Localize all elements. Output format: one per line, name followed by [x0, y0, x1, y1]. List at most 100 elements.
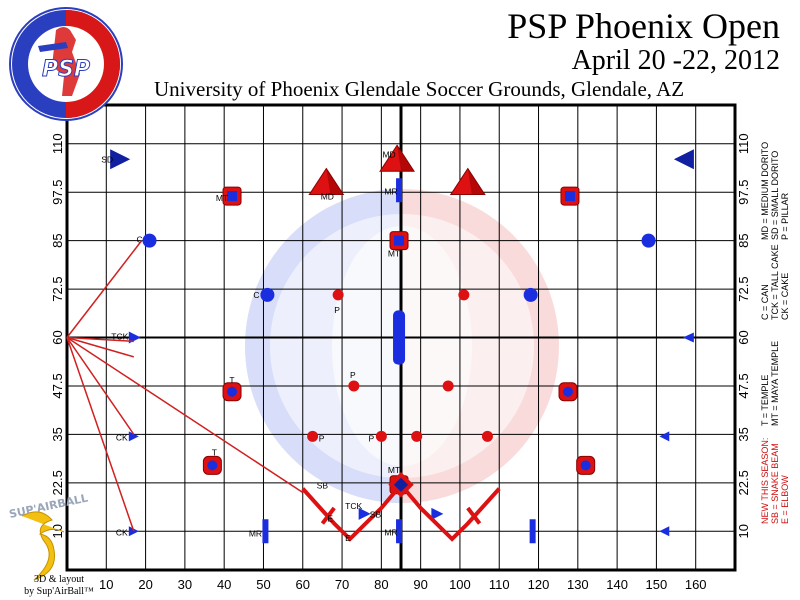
sight-line [66, 337, 135, 532]
title-block: PSP Phoenix Open April 20 -22, 2012 [507, 6, 780, 76]
y-tick-label-left: 97.5 [50, 180, 65, 205]
bunker-label: MR [249, 528, 262, 538]
maya-temple-core [394, 235, 405, 246]
event-dates: April 20 -22, 2012 [571, 45, 780, 76]
medium-dorito-shade [397, 145, 415, 172]
tall-cake-bunker [128, 331, 141, 344]
pillar-bunker [481, 430, 493, 442]
tall-cake-bunker [682, 332, 694, 343]
legend-e: E = ELBOW [780, 475, 790, 524]
y-tick-label-right: 60 [736, 330, 751, 344]
brand-credit-line1: 3D & layout [34, 574, 84, 585]
pillar-bunker [332, 289, 344, 301]
logo-center-text: PSP [42, 57, 90, 82]
y-tick-label-right: 97.5 [736, 180, 751, 205]
medium-dorito-shade [467, 168, 485, 195]
x-tick-label: 60 [296, 577, 310, 592]
small-dorito-bunker [110, 149, 131, 170]
small-dorito-bunker [673, 149, 694, 170]
legend-tck: TCK = TALL CAKE [770, 244, 780, 320]
pillar-bunker [348, 380, 360, 392]
elbow-right [466, 506, 482, 525]
sight-line [66, 337, 135, 435]
y-tick-label-right: 22.5 [736, 470, 751, 495]
x-tick-label: 130 [567, 577, 589, 592]
elbow-left [320, 506, 336, 525]
bunker-label: TCK [345, 501, 362, 511]
tall-cake-bunker [358, 507, 371, 520]
y-tick-label-left: 47.5 [50, 373, 65, 398]
cake-bunker [128, 431, 139, 442]
x-tick-label: 10 [99, 577, 113, 592]
legend-group-new: NEW THIS SEASON: SB = SNAKE BEAM E = ELB… [760, 438, 790, 524]
bunker-label: TCK [111, 332, 128, 342]
x-tick-label: 90 [413, 577, 427, 592]
bunker-label: MT [388, 465, 400, 475]
snake-beam-layer: SB E E SB [301, 472, 501, 543]
x-tick-label: 120 [528, 577, 550, 592]
cake-bunker [659, 431, 670, 442]
y-tick-label-left: 22.5 [50, 470, 65, 495]
bunker-label: MR [384, 527, 397, 537]
temple-core [580, 460, 591, 471]
bunker-label: P [369, 433, 375, 443]
x-tick-label: 150 [646, 577, 668, 592]
center-snake-bunker [393, 310, 406, 365]
y-tick-label-right: 10 [736, 524, 751, 538]
brand-credit-line2: by Sup'AirBall™ [24, 586, 94, 597]
snake-label: SB [370, 510, 382, 520]
bunker-label: P [350, 370, 356, 380]
x-tick-label: 160 [685, 577, 707, 592]
bunker-label: CK [116, 432, 128, 442]
bunker-label: SD [101, 154, 113, 164]
sight-line [66, 240, 143, 338]
pillar-bunker [375, 430, 387, 442]
x-tick-label: 100 [449, 577, 471, 592]
snake-label: E [345, 533, 351, 543]
y-tick-label-left: 110 [50, 133, 65, 154]
bunker-label: P [334, 305, 340, 315]
y-tick-label-right: 110 [736, 133, 751, 154]
bunker-label: T [229, 375, 234, 385]
supairball-logo: SUP'AIRBALL [8, 492, 89, 581]
mini-rect-bunker [262, 519, 269, 544]
cake-bunker [659, 526, 670, 537]
x-tick-label: 30 [178, 577, 192, 592]
psp-logo: PSP [9, 7, 123, 121]
legend-sd: SD = SMALL DORITO [770, 150, 780, 240]
bunker-label: P [319, 433, 325, 443]
legend-t: T = TEMPLE [760, 374, 770, 426]
pillar-bunker [411, 430, 423, 442]
brand-credit: 3D & layout by Sup'AirBall™ [14, 574, 104, 598]
bunker-label: CK [116, 527, 128, 537]
y-tick-label-right: 72.5 [736, 276, 751, 301]
temple-core [207, 460, 218, 471]
tall-cake-bunker [431, 507, 444, 520]
bunker-label: T [212, 447, 217, 457]
y-tick-label-left: 10 [50, 524, 65, 538]
mini-rect-bunker [396, 178, 403, 203]
bunker-label: C [253, 290, 259, 300]
event-title: PSP Phoenix Open [507, 6, 780, 46]
y-tick-label-left: 35 [50, 427, 65, 441]
event-venue: University of Phoenix Glendale Soccer Gr… [154, 77, 685, 101]
snake-label: SB [317, 481, 329, 491]
legend-group-temple: T = TEMPLE MT = MAYA TEMPLE [760, 341, 780, 426]
mini-rect-bunker [396, 519, 403, 544]
pillar-bunker [442, 380, 454, 392]
legend-mt: MT = MAYA TEMPLE [770, 340, 780, 426]
sight-line [66, 336, 304, 494]
axis-tick-labels: 10 20 30 40 50 60 70 80 90 100 110 120 130 140 150 160 1… [50, 133, 751, 592]
maya-temple-core [564, 191, 575, 202]
y-tick-label-right: 85 [736, 233, 751, 247]
x-tick-label: 80 [374, 577, 388, 592]
x-tick-label: 20 [138, 577, 152, 592]
mini-rect-bunker [529, 519, 536, 544]
legend-group-can: C = CAN TCK = TALL CAKE CK = CAKE [760, 244, 790, 320]
bunker-label: MD [382, 149, 395, 159]
can-bunker [641, 233, 656, 248]
legend-md: MD = MEDIUM DORITO [760, 141, 770, 240]
x-tick-label: 40 [217, 577, 231, 592]
bunker-label: MT [388, 249, 400, 259]
